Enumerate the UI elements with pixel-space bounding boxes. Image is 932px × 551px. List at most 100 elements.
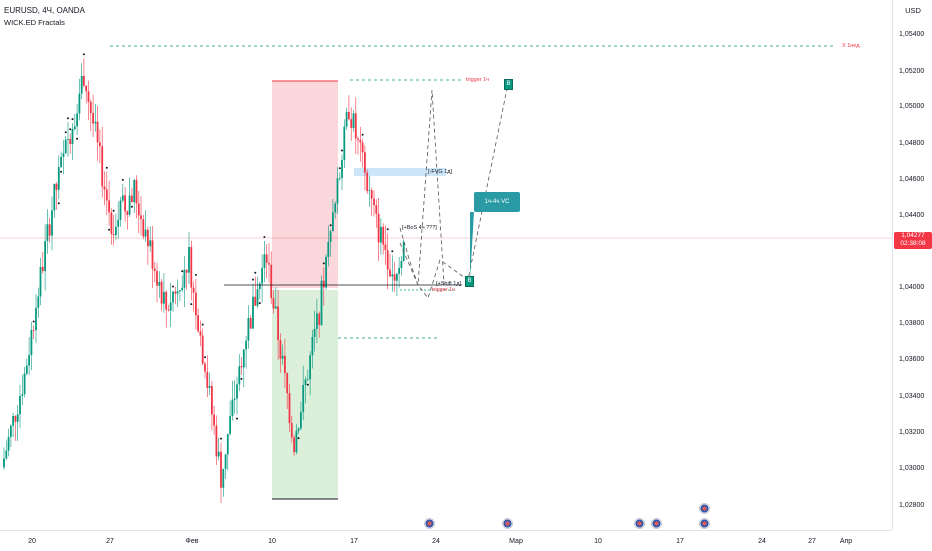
fractal-dot bbox=[201, 323, 204, 326]
candle-body bbox=[320, 280, 323, 325]
us-flag-event-icon[interactable] bbox=[699, 518, 710, 529]
candle-body bbox=[242, 349, 245, 368]
candle-body bbox=[96, 121, 99, 143]
candle-body bbox=[53, 183, 56, 211]
candle-body bbox=[64, 139, 67, 154]
candle-body bbox=[295, 430, 298, 453]
price-tick: 1,05000 bbox=[899, 103, 925, 110]
candle-body bbox=[236, 384, 238, 399]
candle-body bbox=[329, 231, 332, 242]
projection-path-alt[interactable] bbox=[399, 89, 445, 286]
candle-body bbox=[73, 126, 76, 130]
time-tick: 20 bbox=[28, 538, 36, 545]
candle-body bbox=[364, 152, 366, 173]
candle-body bbox=[286, 373, 289, 394]
reward-zone[interactable] bbox=[272, 290, 338, 499]
fractal-dot bbox=[204, 356, 206, 359]
candle-body bbox=[265, 254, 268, 263]
candle-body bbox=[327, 242, 330, 257]
candle-body bbox=[343, 126, 346, 160]
candle-body bbox=[256, 289, 259, 306]
buy-badge-bottom[interactable]: B bbox=[465, 276, 474, 287]
candle-body bbox=[215, 425, 218, 457]
candle-body bbox=[137, 203, 140, 216]
candle-body bbox=[105, 189, 108, 201]
candle-body bbox=[220, 451, 222, 488]
candle-body bbox=[211, 386, 213, 415]
candle-body bbox=[35, 307, 37, 331]
us-flag-event-icon[interactable] bbox=[634, 518, 645, 529]
candle-body bbox=[304, 379, 307, 385]
us-flag-event-icon[interactable] bbox=[424, 518, 435, 529]
candle-body bbox=[167, 309, 170, 311]
price-tick: 1,04600 bbox=[899, 176, 925, 183]
price-tick: 1,03200 bbox=[899, 429, 925, 436]
candle-body bbox=[5, 450, 8, 459]
candle-body bbox=[309, 355, 311, 380]
current-price-value: 1,04277 bbox=[901, 232, 925, 239]
candle-body bbox=[306, 379, 309, 381]
fractal-dot bbox=[112, 209, 115, 212]
candle-body bbox=[16, 414, 19, 422]
candle-body bbox=[284, 355, 286, 374]
candle-body bbox=[238, 366, 241, 385]
candle-body bbox=[119, 200, 122, 220]
fractal-dot bbox=[130, 205, 133, 208]
time-axis[interactable]: 20 27 Фев 10 17 24 Мар 10 17 24 27 Апр bbox=[0, 530, 892, 551]
time-tick: 24 bbox=[758, 538, 766, 545]
price-tick: 1,04000 bbox=[899, 284, 925, 291]
current-price-tag: 1,04277 02:38:08 bbox=[894, 232, 932, 249]
us-flag-event-icon[interactable] bbox=[651, 518, 662, 529]
buy-badge-top[interactable]: B bbox=[504, 79, 513, 90]
candle-body bbox=[373, 198, 375, 206]
candle-body bbox=[290, 423, 293, 438]
time-tick: 17 bbox=[350, 538, 358, 545]
candle-body bbox=[366, 172, 369, 192]
time-tick: Мар bbox=[509, 538, 523, 545]
candle-body bbox=[268, 262, 270, 265]
candle-body bbox=[375, 205, 378, 214]
candle-body bbox=[179, 290, 181, 292]
us-flag-event-icon[interactable] bbox=[502, 518, 513, 529]
candle-body bbox=[377, 213, 380, 243]
candle-body bbox=[108, 200, 110, 213]
fractal-dot bbox=[60, 170, 63, 173]
candle-body bbox=[199, 331, 202, 336]
candle-body bbox=[222, 468, 225, 488]
vc-callout[interactable]: 1ч-4ч VC bbox=[474, 192, 520, 212]
chart-canvas[interactable] bbox=[0, 0, 892, 530]
fractal-dot bbox=[263, 236, 266, 238]
us-flag-event-icon[interactable] bbox=[699, 503, 710, 514]
candle-body bbox=[361, 142, 364, 153]
candle-body bbox=[71, 129, 74, 144]
candle-body bbox=[384, 244, 387, 250]
fvg-box[interactable] bbox=[354, 168, 446, 176]
candle-body bbox=[112, 234, 115, 236]
fractal-dot bbox=[322, 262, 325, 265]
candle-body bbox=[101, 146, 104, 187]
candle-body bbox=[197, 315, 199, 332]
fractal-dot bbox=[57, 202, 60, 205]
bos-label: [+BoS 4ч ???] bbox=[402, 225, 437, 231]
price-axis[interactable]: USD 1,05400 1,05200 1,05000 1,04800 1,04… bbox=[892, 0, 932, 530]
chart-area[interactable]: EURUSD, 4Ч, OANDA WICK.ED Fractals X 1не… bbox=[0, 0, 892, 530]
candle-body bbox=[396, 273, 398, 281]
candle-body bbox=[23, 373, 26, 395]
candle-body bbox=[37, 296, 40, 308]
candle-body bbox=[12, 416, 14, 426]
candle-body bbox=[201, 335, 204, 364]
currency-label[interactable]: USD bbox=[905, 6, 921, 15]
price-tick: 1,05200 bbox=[899, 68, 925, 75]
candle-body bbox=[19, 396, 21, 415]
symbol-title[interactable]: EURUSD, 4Ч, OANDA bbox=[4, 6, 85, 15]
price-tick: 1,04400 bbox=[899, 212, 925, 219]
fractal-dot bbox=[240, 377, 243, 380]
fractal-dot bbox=[361, 133, 364, 136]
risk-zone[interactable] bbox=[272, 81, 338, 288]
indicator-label[interactable]: WICK.ED Fractals bbox=[4, 18, 65, 27]
time-tick: 27 bbox=[106, 538, 114, 545]
candle-body bbox=[62, 153, 65, 157]
candle-body bbox=[181, 287, 184, 290]
projection-path-main[interactable] bbox=[399, 83, 509, 299]
candle-body bbox=[103, 186, 106, 190]
